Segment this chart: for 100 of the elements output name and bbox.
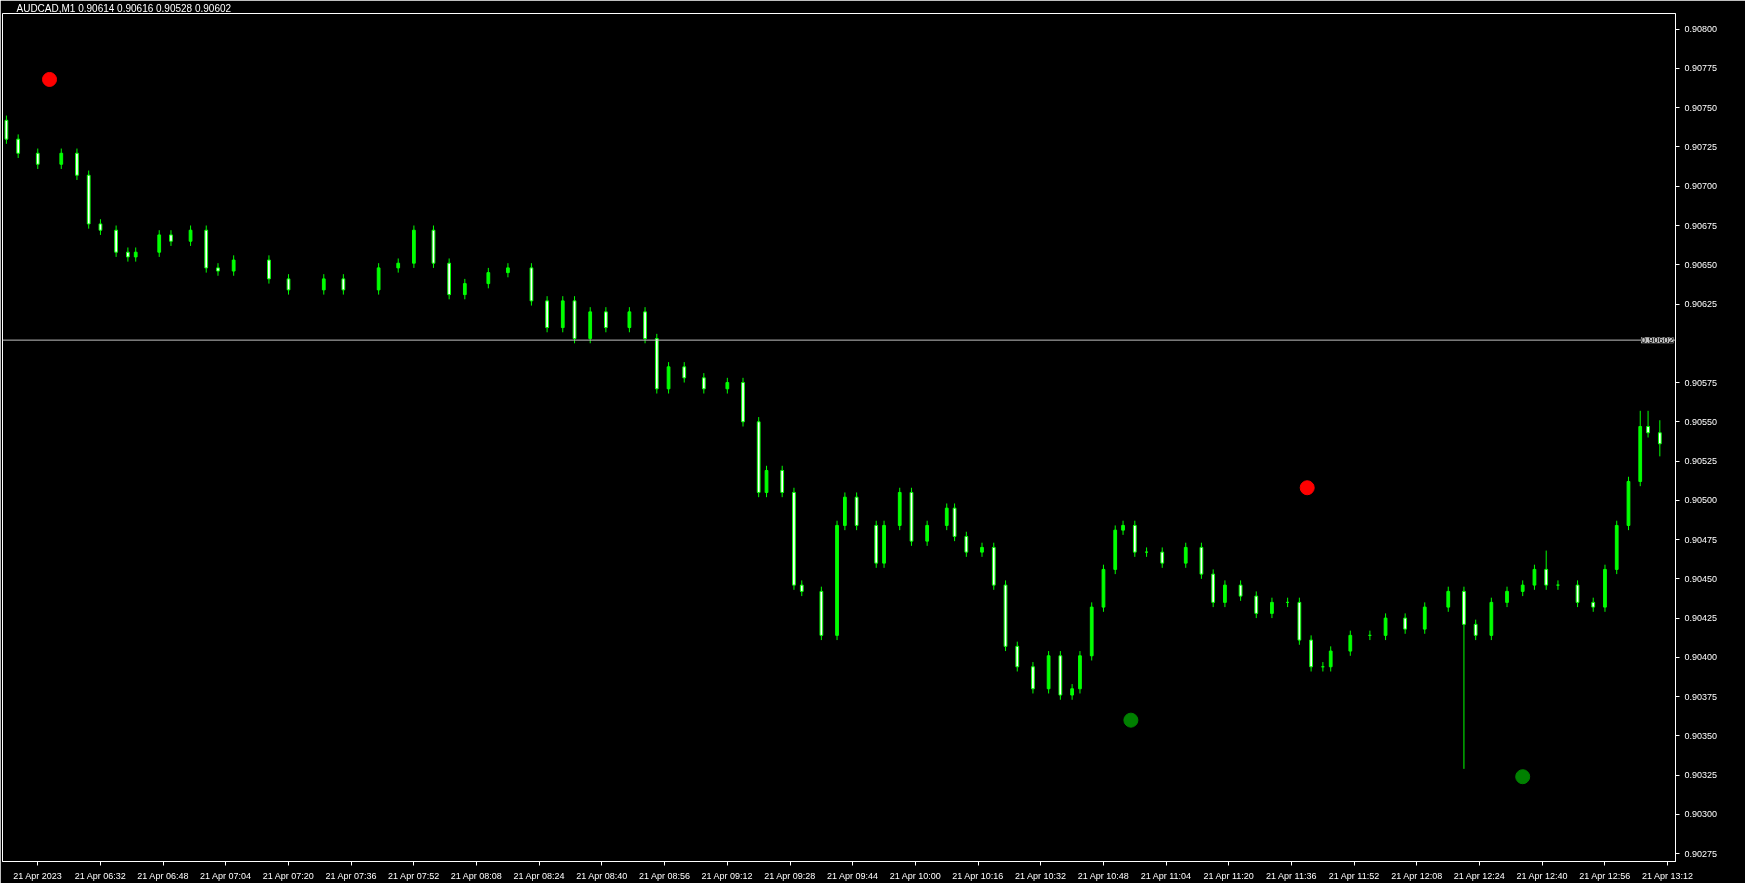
candlestick: [114, 225, 118, 258]
candlestick: [462, 278, 467, 300]
candlestick: [1270, 597, 1274, 619]
candlestick: [1328, 645, 1333, 672]
candlestick: [1657, 419, 1662, 457]
x-tick-label: 21 Apr 09:28: [764, 870, 816, 881]
candlestick: [925, 520, 930, 547]
candlestick: [35, 148, 40, 170]
candlestick: [1238, 579, 1243, 602]
y-tick-label: 0.90625: [1684, 299, 1718, 310]
candlestick: [980, 542, 984, 558]
y-tick-label: 0.90300: [1684, 809, 1718, 820]
x-tick-label: 21 Apr 10:16: [952, 870, 1004, 881]
candlestick: [1473, 619, 1478, 641]
candlestick: [627, 306, 632, 333]
candlestick: [780, 465, 785, 498]
x-tick-label: 21 Apr 06:48: [137, 870, 189, 881]
candlestick: [1348, 630, 1353, 657]
y-tick-label: 0.90675: [1684, 220, 1718, 231]
x-tick-label: 21 Apr 12:08: [1391, 870, 1443, 881]
x-tick-label: 21 Apr 10:32: [1015, 870, 1067, 881]
x-tick-label: 21 Apr 09:12: [701, 870, 753, 881]
candlestick: [1422, 601, 1427, 635]
candlestick: [59, 148, 64, 170]
candlestick: [126, 246, 130, 263]
candlestick: [1015, 641, 1020, 672]
candlestick: [486, 267, 491, 289]
candlestick: [944, 502, 949, 531]
candlestick: [286, 273, 291, 296]
y-tick-label: 0.90325: [1684, 770, 1718, 781]
y-tick-label: 0.90450: [1684, 573, 1718, 584]
candlestick: [341, 273, 346, 296]
candlestick: [231, 254, 236, 277]
x-tick-label: 21 Apr 13:12: [1641, 870, 1693, 881]
candlestick: [1183, 542, 1188, 569]
point: [1515, 769, 1531, 785]
y-tick-label: 0.90425: [1684, 613, 1718, 624]
candlestick: [75, 148, 79, 181]
x-tick-label: 21 Apr 12:56: [1579, 870, 1631, 881]
x-tick-label: 21 Apr 08:08: [450, 870, 502, 881]
x-tick-label: 21 Apr 07:36: [325, 870, 377, 881]
candlestick: [1160, 546, 1165, 569]
y-tick-label: 0.90775: [1684, 63, 1718, 74]
x-tick-label: 21 Apr 10:48: [1077, 870, 1129, 881]
y-tick-label: 0.90525: [1684, 456, 1718, 467]
candlestick: [1070, 683, 1074, 701]
candlestick: [764, 465, 769, 498]
x-tick-label: 21 Apr 10:00: [889, 870, 941, 881]
candlestick: [1121, 520, 1125, 536]
y-tick-label: 0.90550: [1684, 416, 1718, 427]
point: [1123, 712, 1139, 728]
candlestick: [321, 273, 326, 296]
y-tick-label: 0.90475: [1684, 534, 1718, 545]
candlestick: [169, 229, 173, 247]
x-tick-label: 21 Apr 08:24: [513, 870, 565, 881]
point: [42, 71, 58, 87]
candlestick: [16, 133, 21, 159]
x-tick-label: 21 Apr 11:20: [1203, 870, 1254, 881]
x-tick-label: 21 Apr 11:04: [1140, 870, 1192, 881]
x-tick-label: 21 Apr 12:40: [1516, 870, 1568, 881]
candlestick: [1575, 579, 1580, 608]
candlestick: [1505, 586, 1509, 608]
candlestick: [1383, 612, 1388, 641]
chart-title: AUDCAD,M1 0.90614 0.90616 0.90528 0.90602: [16, 2, 232, 14]
x-tick-label: 21 Apr 2023: [13, 870, 62, 881]
candlestick: [267, 254, 271, 285]
y-tick-label: 0.90800: [1684, 24, 1718, 35]
y-tick-label: 0.90375: [1684, 691, 1718, 702]
candlestick: [1403, 612, 1408, 635]
candlestick: [701, 372, 706, 395]
y-tick-label: 0.90350: [1684, 730, 1718, 741]
candlestick: [1532, 564, 1537, 591]
candlestick: [1446, 586, 1451, 613]
x-tick-label: 21 Apr 07:52: [388, 870, 440, 881]
ref-line-label: 0.90602: [1640, 335, 1674, 346]
candlestick: [1031, 661, 1035, 694]
y-tick-label: 0.90400: [1684, 652, 1718, 663]
candlestick: [216, 262, 220, 277]
x-tick-label: 21 Apr 11:36: [1266, 870, 1317, 881]
candlestick: [964, 531, 969, 558]
candlestick: [157, 229, 162, 258]
y-tick-label: 0.90575: [1684, 377, 1718, 388]
candlestick: [1646, 410, 1650, 438]
candlestick: [682, 361, 687, 384]
candlestick: [1254, 590, 1259, 619]
y-tick-label: 0.90725: [1684, 141, 1718, 152]
candlestick: [1223, 579, 1227, 608]
x-tick-label: 21 Apr 07:04: [200, 870, 252, 881]
x-tick-label: 21 Apr 06:32: [74, 870, 126, 881]
candlestick: [506, 262, 510, 278]
y-tick-label: 0.90750: [1684, 102, 1718, 113]
x-tick-label: 21 Apr 08:40: [576, 870, 628, 881]
x-tick-label: 21 Apr 08:56: [638, 870, 690, 881]
y-tick-label: 0.90275: [1684, 848, 1718, 859]
candlestick: [188, 225, 193, 247]
candlestick: [604, 306, 608, 333]
candlestick: [376, 262, 381, 296]
x-tick-label: 21 Apr 12:24: [1453, 870, 1505, 881]
y-tick-label: 0.90700: [1684, 181, 1718, 192]
y-tick-label: 0.90650: [1684, 259, 1718, 270]
